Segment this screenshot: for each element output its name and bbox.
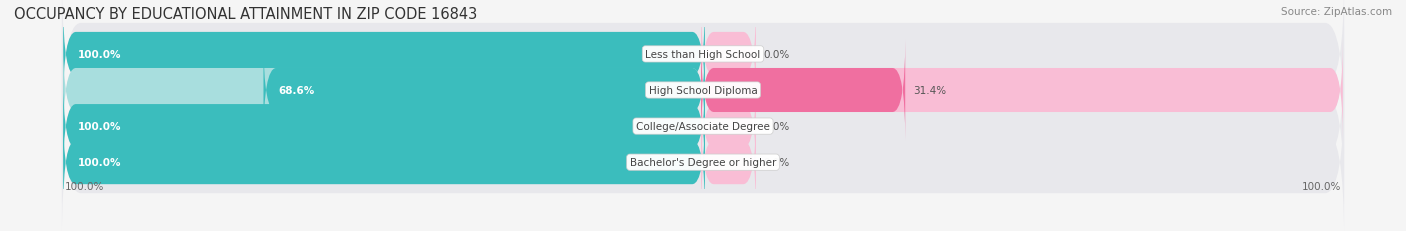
Text: 100.0%: 100.0% bbox=[65, 181, 104, 191]
FancyBboxPatch shape bbox=[63, 77, 704, 176]
Text: 0.0%: 0.0% bbox=[763, 122, 790, 131]
FancyBboxPatch shape bbox=[62, 0, 1344, 132]
FancyBboxPatch shape bbox=[62, 85, 1344, 231]
FancyBboxPatch shape bbox=[702, 77, 756, 176]
Text: High School Diploma: High School Diploma bbox=[648, 86, 758, 96]
Text: Less than High School: Less than High School bbox=[645, 50, 761, 60]
Text: 100.0%: 100.0% bbox=[77, 50, 121, 60]
Text: OCCUPANCY BY EDUCATIONAL ATTAINMENT IN ZIP CODE 16843: OCCUPANCY BY EDUCATIONAL ATTAINMENT IN Z… bbox=[14, 7, 477, 22]
FancyBboxPatch shape bbox=[62, 50, 1344, 204]
FancyBboxPatch shape bbox=[63, 5, 704, 105]
FancyBboxPatch shape bbox=[702, 41, 1343, 140]
Text: 68.6%: 68.6% bbox=[278, 86, 315, 96]
Text: 0.0%: 0.0% bbox=[763, 158, 790, 167]
Text: Bachelor's Degree or higher: Bachelor's Degree or higher bbox=[630, 158, 776, 167]
Text: 100.0%: 100.0% bbox=[77, 158, 121, 167]
FancyBboxPatch shape bbox=[702, 112, 756, 213]
Text: 100.0%: 100.0% bbox=[77, 122, 121, 131]
Text: 0.0%: 0.0% bbox=[763, 50, 790, 60]
FancyBboxPatch shape bbox=[702, 5, 756, 105]
FancyBboxPatch shape bbox=[62, 14, 1344, 167]
Text: 100.0%: 100.0% bbox=[1302, 181, 1341, 191]
Text: Source: ZipAtlas.com: Source: ZipAtlas.com bbox=[1281, 7, 1392, 17]
Text: 31.4%: 31.4% bbox=[912, 86, 946, 96]
FancyBboxPatch shape bbox=[63, 41, 704, 140]
FancyBboxPatch shape bbox=[702, 41, 905, 140]
Text: College/Associate Degree: College/Associate Degree bbox=[636, 122, 770, 131]
FancyBboxPatch shape bbox=[63, 112, 704, 213]
FancyBboxPatch shape bbox=[263, 41, 704, 140]
